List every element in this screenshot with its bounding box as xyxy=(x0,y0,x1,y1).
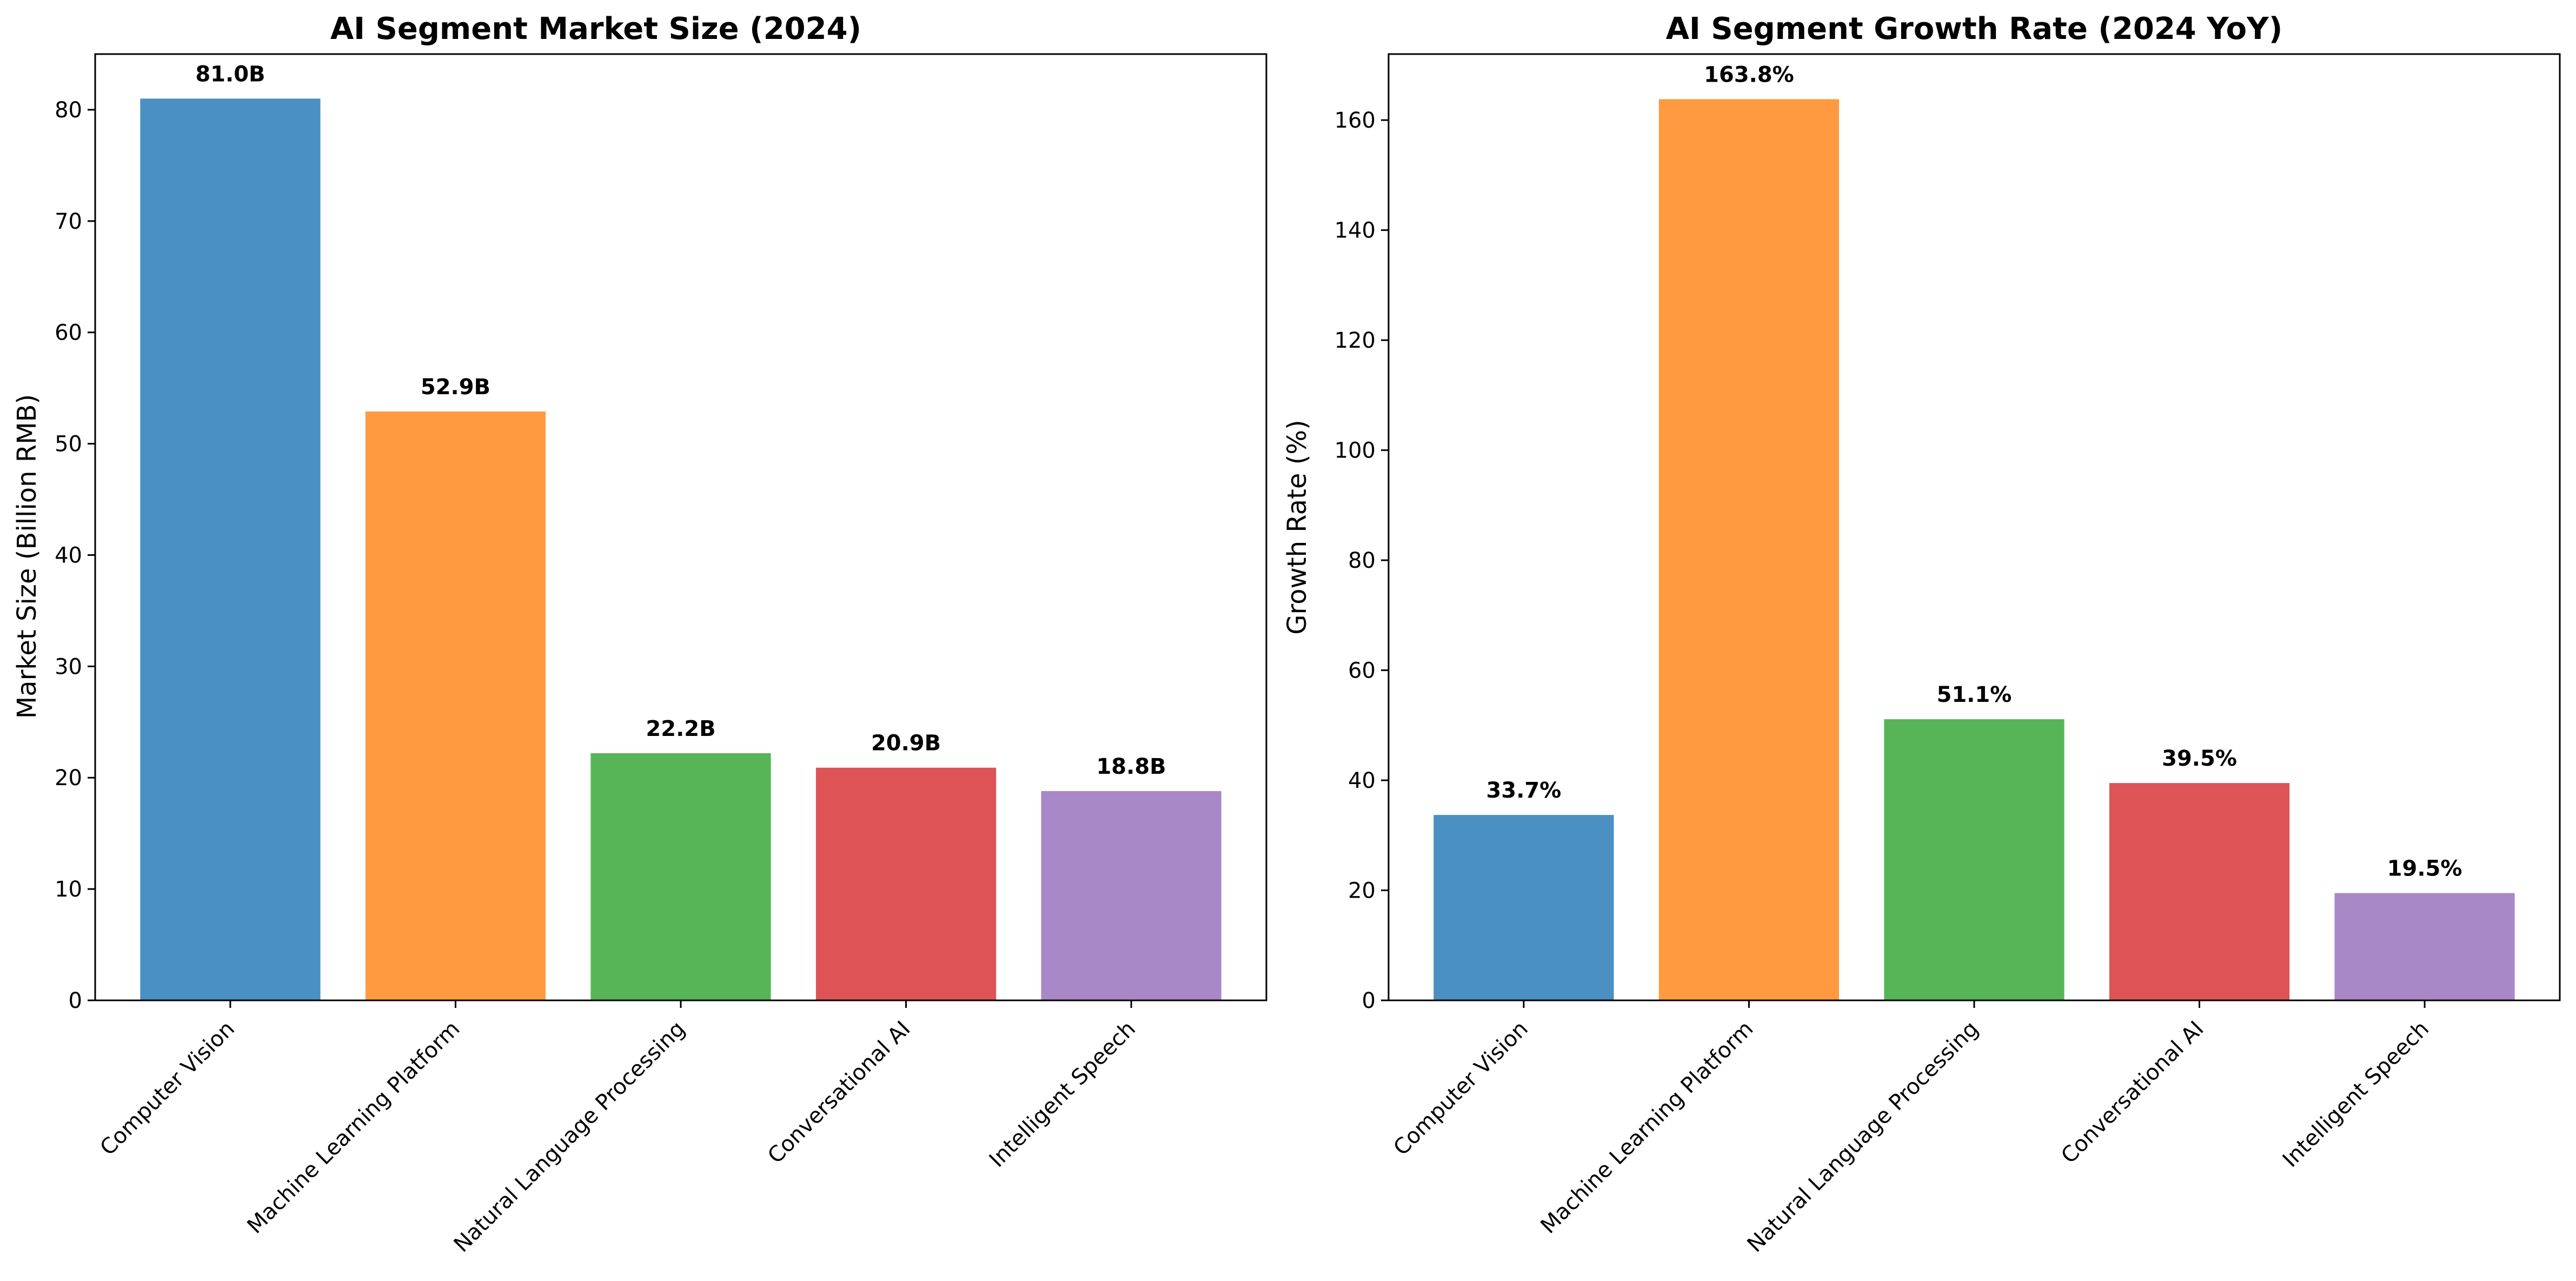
category-label: Natural Language Processing xyxy=(1743,1017,1983,1257)
y-tick-label: 40 xyxy=(1348,768,1376,793)
y-tick-label: 30 xyxy=(55,654,82,679)
category-label: Computer Vision xyxy=(1389,1017,1533,1161)
data-label: 20.9B xyxy=(871,731,941,756)
y-axis-label: Market Size (Billion RMB) xyxy=(12,394,42,719)
data-label: 52.9B xyxy=(421,375,490,400)
data-label: 81.0B xyxy=(195,62,265,87)
chart-market-size: AI Segment Market Size (2024) Market Siz… xyxy=(12,11,1267,1257)
y-tick-label: 0 xyxy=(1362,988,1376,1013)
bar xyxy=(590,753,771,1000)
data-label: 18.8B xyxy=(1096,754,1166,779)
data-label: 19.5% xyxy=(2387,857,2462,881)
data-labels: 33.7% 163.8% 51.1% 39.5% 19.5% xyxy=(1486,62,2462,881)
y-tick-label: 80 xyxy=(55,98,82,123)
plot-frame xyxy=(1387,53,2561,1001)
data-label: 39.5% xyxy=(2162,746,2237,771)
category-label: Machine Learning Platform xyxy=(1536,1017,1758,1239)
data-label: 33.7% xyxy=(1486,778,1562,803)
category-label: Intelligent Speech xyxy=(2278,1017,2434,1172)
plot-frame xyxy=(94,53,1267,1001)
bar xyxy=(815,767,997,1000)
y-tick-label: 60 xyxy=(55,321,82,346)
y-tick-label: 160 xyxy=(1335,108,1376,133)
chart-title: AI Segment Growth Rate (2024 YoY) xyxy=(1666,11,2283,47)
y-tick-label: 100 xyxy=(1335,439,1376,463)
bar xyxy=(140,98,321,1001)
y-tick-label: 10 xyxy=(55,877,82,902)
bar xyxy=(1884,719,2064,1000)
y-tick-label: 70 xyxy=(55,209,82,234)
category-labels: Computer Vision Machine Learning Platform… xyxy=(1389,1000,2434,1257)
data-label: 22.2B xyxy=(646,716,715,741)
bar xyxy=(365,411,546,1000)
chart-growth-rate: AI Segment Growth Rate (2024 YoY) Growth… xyxy=(1282,11,2561,1257)
y-tick-label: 140 xyxy=(1335,218,1376,243)
bars xyxy=(1433,99,2515,1001)
category-labels: Computer Vision Machine Learning Platform… xyxy=(95,1000,1140,1257)
category-label: Natural Language Processing xyxy=(449,1017,690,1257)
category-label: Machine Learning Platform xyxy=(243,1017,465,1239)
y-axis-label: Growth Rate (%) xyxy=(1282,420,1312,634)
category-label: Conversational AI xyxy=(2056,1017,2208,1169)
y-tick-label: 50 xyxy=(55,432,82,457)
bar xyxy=(1041,791,1221,1000)
y-tick-label: 40 xyxy=(55,543,82,568)
y-ticks: 0 10 20 30 40 50 60 70 80 xyxy=(55,98,95,1013)
data-label: 163.8% xyxy=(1704,62,1794,87)
y-tick-label: 60 xyxy=(1348,659,1376,683)
y-ticks: 0 20 40 60 80 100 120 140 160 xyxy=(1335,108,1389,1013)
bar xyxy=(1658,99,1840,1001)
data-label: 51.1% xyxy=(1937,682,2012,707)
y-tick-label: 20 xyxy=(1348,879,1376,904)
bar xyxy=(2334,893,2515,1000)
y-tick-label: 20 xyxy=(55,766,82,791)
bar xyxy=(2109,783,2290,1000)
y-tick-label: 120 xyxy=(1335,328,1376,353)
y-tick-label: 0 xyxy=(69,988,82,1013)
category-label: Intelligent Speech xyxy=(985,1017,1140,1172)
chart-title: AI Segment Market Size (2024) xyxy=(330,11,861,47)
data-labels: 81.0B 52.9B 22.2B 20.9B 18.8B xyxy=(195,62,1166,779)
y-tick-label: 80 xyxy=(1348,548,1376,573)
bar xyxy=(1433,815,1614,1000)
bars xyxy=(140,98,1221,1001)
category-label: Computer Vision xyxy=(95,1017,240,1161)
category-label: Conversational AI xyxy=(763,1017,915,1169)
